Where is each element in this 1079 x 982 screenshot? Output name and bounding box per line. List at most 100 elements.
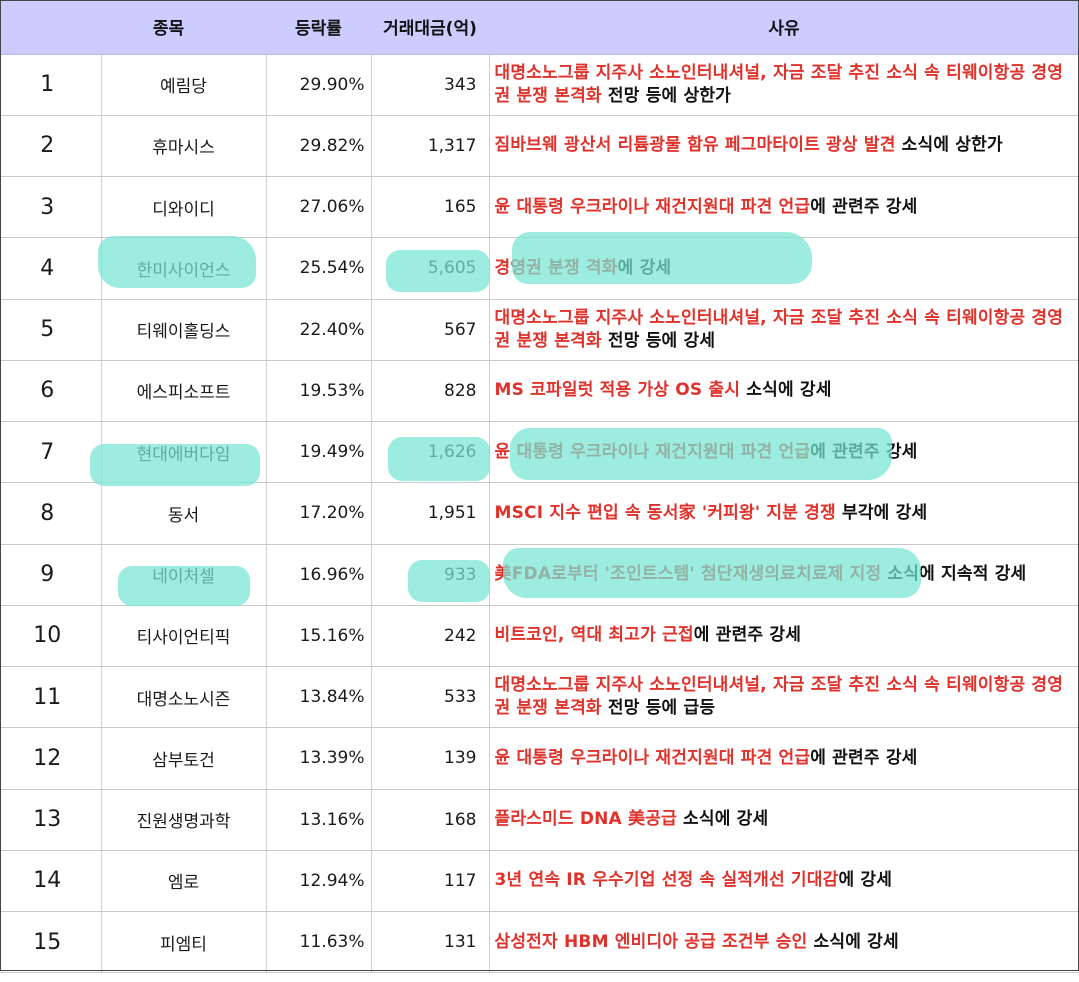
stock-name-cell: 예림당 <box>101 54 267 116</box>
stock-name-cell: 엠로 <box>101 850 267 913</box>
reason-highlight-text: 윤 대통령 우크라이나 재건지원대 파견 언급 <box>494 441 811 462</box>
rank-cell: 3 <box>0 176 102 239</box>
reason-highlight-text: 짐바브웨 광산서 리튬광물 함유 페그마타이트 광상 발견 <box>494 135 896 156</box>
rank-cell: 9 <box>0 544 102 606</box>
change-rate-cell: 16.96% <box>266 544 372 606</box>
change-rate-cell: 19.49% <box>266 421 372 484</box>
header-rate: 등락률 <box>266 0 371 55</box>
stock-name-cell: 대명소노시즌 <box>101 666 267 729</box>
reason-highlight-text: 윤 대통령 우크라이나 재건지원대 파견 언급 <box>494 196 811 217</box>
reason-plain-text: 소식에 강세 <box>676 809 769 830</box>
table-row: 7 현대에버다임 19.49% 1,626 윤 대통령 우크라이나 재건지원대 파견 언… <box>0 421 1079 484</box>
table-row: 4 한미사이언스 25.54% 5,605 경영권 분쟁 격화에 강세 <box>0 237 1079 300</box>
trade-volume-cell: 1,951 <box>371 482 490 545</box>
trade-volume-cell: 168 <box>371 789 490 851</box>
reason-plain-text: 소식에 강세 <box>740 380 832 401</box>
header-row: 종목 등락률 거래대금(억) 사유 <box>0 0 1079 55</box>
stock-name-cell: 휴마시스 <box>101 115 267 178</box>
table-row: 3 디와이디 27.06% 165 윤 대통령 우크라이나 재건지원대 파견 언급에 관… <box>0 176 1079 239</box>
stock-name-cell: 네이처셀 <box>101 544 267 606</box>
reason-cell: 짐바브웨 광산서 리튬광물 함유 페그마타이트 광상 발견 소식에 상한가 <box>489 115 1079 178</box>
rank-cell: 8 <box>0 482 102 545</box>
reason-cell: 윤 대통령 우크라이나 재건지원대 파견 언급에 관련주 강세 <box>489 421 1079 484</box>
table-body: 1 예림당 29.90% 343 대명소노그룹 지주사 소노인터내셔널, 자금 조달 추… <box>0 54 1079 974</box>
table-row: 5 티웨이홀딩스 22.40% 567 대명소노그룹 지주사 소노인터내셔널, 자금 조… <box>0 299 1079 361</box>
header-volume: 거래대금(억) <box>371 0 489 55</box>
reason-plain-text: 에 강세 <box>838 870 893 891</box>
change-rate-cell: 22.40% <box>266 299 372 361</box>
reason-cell: 경영권 분쟁 격화에 강세 <box>489 237 1079 300</box>
stock-name-cell: 티사이언티픽 <box>101 605 267 668</box>
rank-cell: 10 <box>0 605 102 668</box>
reason-plain-text: 전망 등에 급등 <box>601 698 716 719</box>
table-row: 9 네이처셀 16.96% 933 美FDA로부터 '조인트스템' 첨단재생의료치료제 … <box>0 544 1079 606</box>
trade-volume-cell: 1,626 <box>371 421 490 484</box>
stock-name-cell: 현대에버다임 <box>101 421 267 484</box>
rank-cell: 15 <box>0 911 102 974</box>
rank-cell: 14 <box>0 850 102 913</box>
trade-volume-cell: 828 <box>371 360 490 423</box>
reason-highlight-text: 대명소노그룹 지주사 소노인터내셔널, 자금 조달 추진 소식 속 티웨이항공 … <box>494 307 1064 351</box>
trade-volume-cell: 131 <box>371 911 490 974</box>
change-rate-cell: 19.53% <box>266 360 372 423</box>
trade-volume-cell: 533 <box>371 666 490 729</box>
stock-name-cell: 에스피소프트 <box>101 360 267 423</box>
reason-cell: MS 코파일럿 적용 가상 OS 출시 소식에 강세 <box>489 360 1079 423</box>
stock-name-cell: 피엠티 <box>101 911 267 974</box>
reason-highlight-text: 플라스미드 DNA 美공급 <box>494 809 677 830</box>
reason-plain-text: 전망 등에 강세 <box>601 330 716 351</box>
trade-volume-cell: 343 <box>371 54 490 116</box>
change-rate-cell: 15.16% <box>266 605 372 668</box>
reason-plain-text: 에 관련주 강세 <box>810 747 918 768</box>
reason-cell: 삼성전자 HBM 엔비디아 공급 조건부 승인 소식에 강세 <box>489 911 1079 974</box>
reason-cell: 비트코인, 역대 최고가 근접에 관련주 강세 <box>489 605 1079 668</box>
reason-highlight-text: 3년 연속 IR 우수기업 선정 속 실적개선 기대감 <box>494 870 839 891</box>
trade-volume-cell: 165 <box>371 176 490 239</box>
rank-cell: 13 <box>0 789 102 851</box>
rank-cell: 6 <box>0 360 102 423</box>
table-row: 12 삼부토건 13.39% 139 윤 대통령 우크라이나 재건지원대 파견 언급에 … <box>0 727 1079 790</box>
header-rank <box>0 0 101 55</box>
rank-cell: 11 <box>0 666 102 729</box>
change-rate-cell: 27.06% <box>266 176 372 239</box>
table-row: 6 에스피소프트 19.53% 828 MS 코파일럿 적용 가상 OS 출시 소식에 … <box>0 360 1079 423</box>
reason-cell: 대명소노그룹 지주사 소노인터내셔널, 자금 조달 추진 소식 속 티웨이항공 … <box>489 54 1079 116</box>
rank-cell: 2 <box>0 115 102 178</box>
table-row: 10 티사이언티픽 15.16% 242 비트코인, 역대 최고가 근접에 관련주 강세 <box>0 605 1079 668</box>
trade-volume-cell: 567 <box>371 299 490 361</box>
change-rate-cell: 13.84% <box>266 666 372 729</box>
table-row: 11 대명소노시즌 13.84% 533 대명소노그룹 지주사 소노인터내셔널, 자금 … <box>0 666 1079 729</box>
header-reason: 사유 <box>489 0 1079 55</box>
change-rate-cell: 13.39% <box>266 727 372 790</box>
reason-cell: 윤 대통령 우크라이나 재건지원대 파견 언급에 관련주 강세 <box>489 727 1079 790</box>
table-row: 15 피엠티 11.63% 131 삼성전자 HBM 엔비디아 공급 조건부 승인 소식… <box>0 911 1079 974</box>
reason-plain-text: 에 강세 <box>617 257 672 278</box>
reason-highlight-text: MSCI 지수 편입 속 동서家 '커피왕' 지분 경쟁 <box>494 502 836 523</box>
reason-plain-text: 전망 등에 상한가 <box>601 85 732 106</box>
reason-plain-text: 에 관련주 강세 <box>810 196 918 217</box>
header-name: 종목 <box>101 0 266 55</box>
reason-plain-text: 소식에 지속적 강세 <box>881 564 1027 585</box>
reason-plain-text: 소식에 상한가 <box>895 135 1003 156</box>
trade-volume-cell: 1,317 <box>371 115 490 178</box>
rank-cell: 1 <box>0 54 102 116</box>
trade-volume-cell: 933 <box>371 544 490 606</box>
reason-cell: 대명소노그룹 지주사 소노인터내셔널, 자금 조달 추진 소식 속 티웨이항공 … <box>489 666 1079 729</box>
reason-cell: 3년 연속 IR 우수기업 선정 속 실적개선 기대감에 강세 <box>489 850 1079 913</box>
reason-highlight-text: 경영권 분쟁 격화 <box>494 257 618 278</box>
change-rate-cell: 13.16% <box>266 789 372 851</box>
rank-cell: 12 <box>0 727 102 790</box>
trade-volume-cell: 5,605 <box>371 237 490 300</box>
reason-cell: 윤 대통령 우크라이나 재건지원대 파견 언급에 관련주 강세 <box>489 176 1079 239</box>
table-row: 2 휴마시스 29.82% 1,317 짐바브웨 광산서 리튬광물 함유 페그마타이트 … <box>0 115 1079 178</box>
stock-name-cell: 한미사이언스 <box>101 237 267 300</box>
reason-highlight-text: 윤 대통령 우크라이나 재건지원대 파견 언급 <box>494 747 811 768</box>
table-row: 8 동서 17.20% 1,951 MSCI 지수 편입 속 동서家 '커피왕' 지분 … <box>0 482 1079 545</box>
stock-name-cell: 티웨이홀딩스 <box>101 299 267 361</box>
stock-name-cell: 삼부토건 <box>101 727 267 790</box>
reason-highlight-text: 대명소노그룹 지주사 소노인터내셔널, 자금 조달 추진 소식 속 티웨이항공 … <box>494 62 1064 106</box>
rank-cell: 5 <box>0 299 102 361</box>
change-rate-cell: 12.94% <box>266 850 372 913</box>
rank-cell: 4 <box>0 237 102 300</box>
reason-highlight-text: 삼성전자 HBM 엔비디아 공급 조건부 승인 <box>494 931 808 952</box>
